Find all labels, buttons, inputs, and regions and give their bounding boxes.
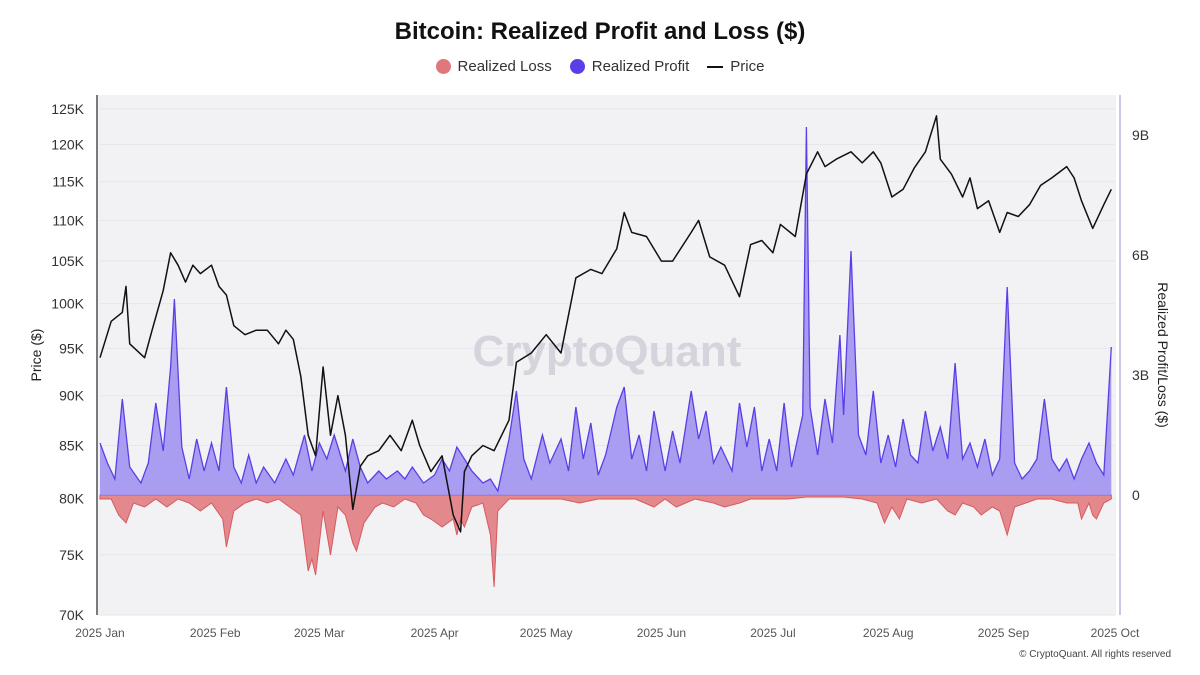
legend-item-price[interactable]: Price [707,58,764,75]
y-left-tick-label: 100K [51,296,84,312]
x-tick-label: 2025 Aug [863,626,914,640]
y-right-tick-label: 6B [1132,247,1149,263]
y-left-tick-label: 75K [59,547,85,563]
x-tick-label: 2025 Jul [750,626,795,640]
loss-swatch-icon [435,59,451,74]
x-tick-label: 2025 Sep [978,626,1030,640]
chart-title: Bitcoin: Realized Profit and Loss ($) [394,18,806,45]
price-line [99,115,1112,533]
x-tick-label: 2025 Jan [75,626,124,640]
y-left-tick-label: 80K [59,490,85,506]
y-left-tick-label: 110K [52,212,84,228]
right-axis-ticks: 9B 6B 3B 0 [1132,127,1149,503]
y-left-axis-title: Price ($) [28,329,44,382]
realized-loss-area [99,494,1112,588]
y-left-tick-label: 115K [52,174,84,190]
realized-profit-line [99,126,1112,493]
y-right-tick-label: 9B [1132,127,1149,143]
left-axis-ticks: 125K 120K 115K 110K 105K 100K 95K 90K 85K 80K 75K 7… [51,101,84,623]
y-left-tick-label: 105K [51,253,84,269]
y-right-tick-label: 3B [1132,367,1149,383]
x-tick-label: 2025 Mar [294,626,345,640]
legend: Realized Loss Realized Profit Price [0,58,1200,75]
x-tick-label: 2025 May [520,626,573,640]
y-left-tick-label: 120K [51,136,84,152]
watermark: CryptoQuant [473,327,742,376]
x-tick-label: 2025 Apr [411,626,459,640]
legend-item-profit[interactable]: Realized Profit [569,58,690,75]
y-left-tick-label: 125K [51,101,84,117]
legend-profit-label: Realized Profit [591,58,690,75]
legend-item-loss[interactable]: Realized Loss [435,58,552,75]
legend-price-label: Price [730,58,765,75]
series-layer [99,115,1112,588]
legend-loss-label: Realized Loss [457,58,552,75]
x-axis-ticks: 2025 Jan 2025 Feb 2025 Mar 2025 Apr 2025 May… [75,626,1140,640]
y-left-tick-label: 90K [59,388,85,404]
price-swatch-icon [707,65,724,68]
y-right-axis-title: Realized Profit/Loss ($) [1155,282,1171,428]
x-tick-label: 2025 Jun [637,626,686,640]
y-left-tick-label: 95K [59,340,85,356]
y-left-tick-label: 85K [59,438,85,454]
profit-swatch-icon [569,59,585,74]
x-tick-label: 2025 Oct [1091,626,1140,640]
y-right-tick-label: 0 [1132,487,1140,503]
copyright-notice: © CryptoQuant. All rights reserved [1019,649,1171,660]
y-left-tick-label: 70K [59,607,85,623]
x-tick-label: 2025 Feb [190,626,241,640]
